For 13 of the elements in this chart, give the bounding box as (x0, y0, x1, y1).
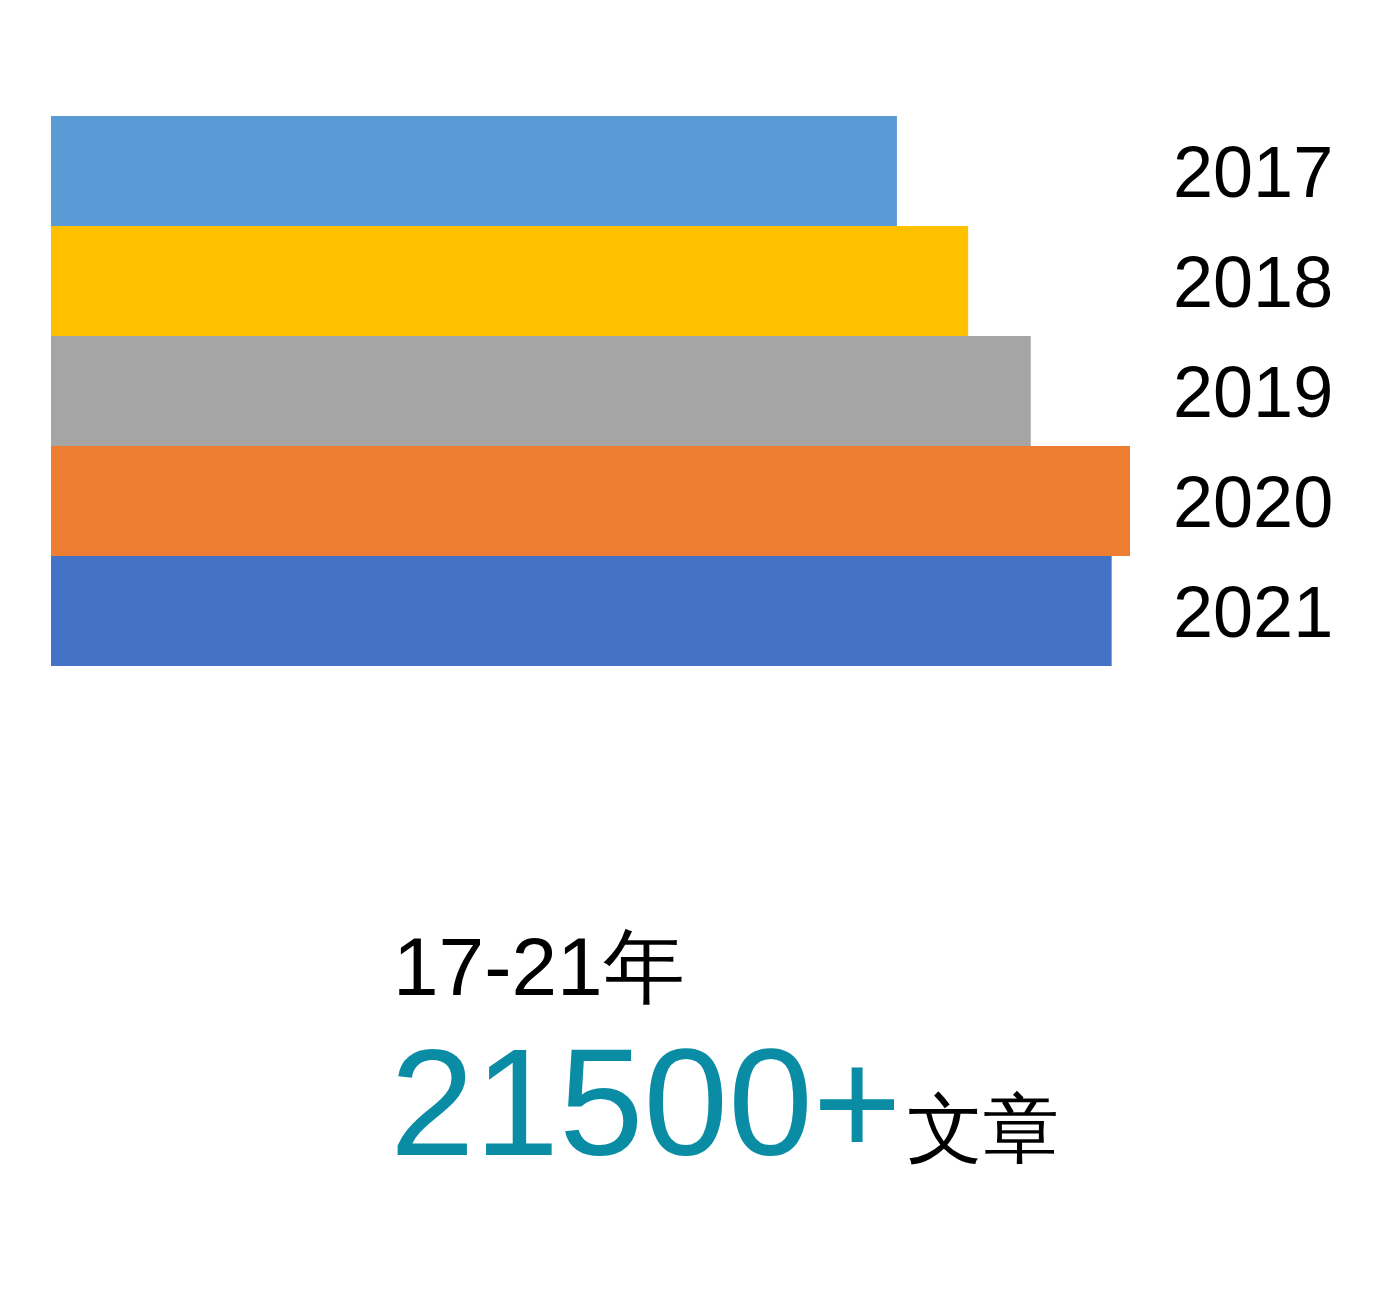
y-tick-label: 2017 (1173, 132, 1334, 212)
bar (51, 336, 1031, 446)
bar (51, 556, 1112, 666)
text: 21500+ (390, 1017, 902, 1187)
y-tick-label: 2018 (1173, 242, 1334, 322)
y-tick-label: 2021 (1173, 572, 1334, 652)
bar (51, 116, 897, 226)
bar (51, 446, 1130, 556)
bar (51, 226, 969, 336)
y-tick-label: 2019 (1173, 352, 1334, 432)
y-tick-label: 2020 (1173, 462, 1334, 542)
text: 17-21年 (393, 921, 685, 1012)
text: 文章 (907, 1086, 1060, 1171)
